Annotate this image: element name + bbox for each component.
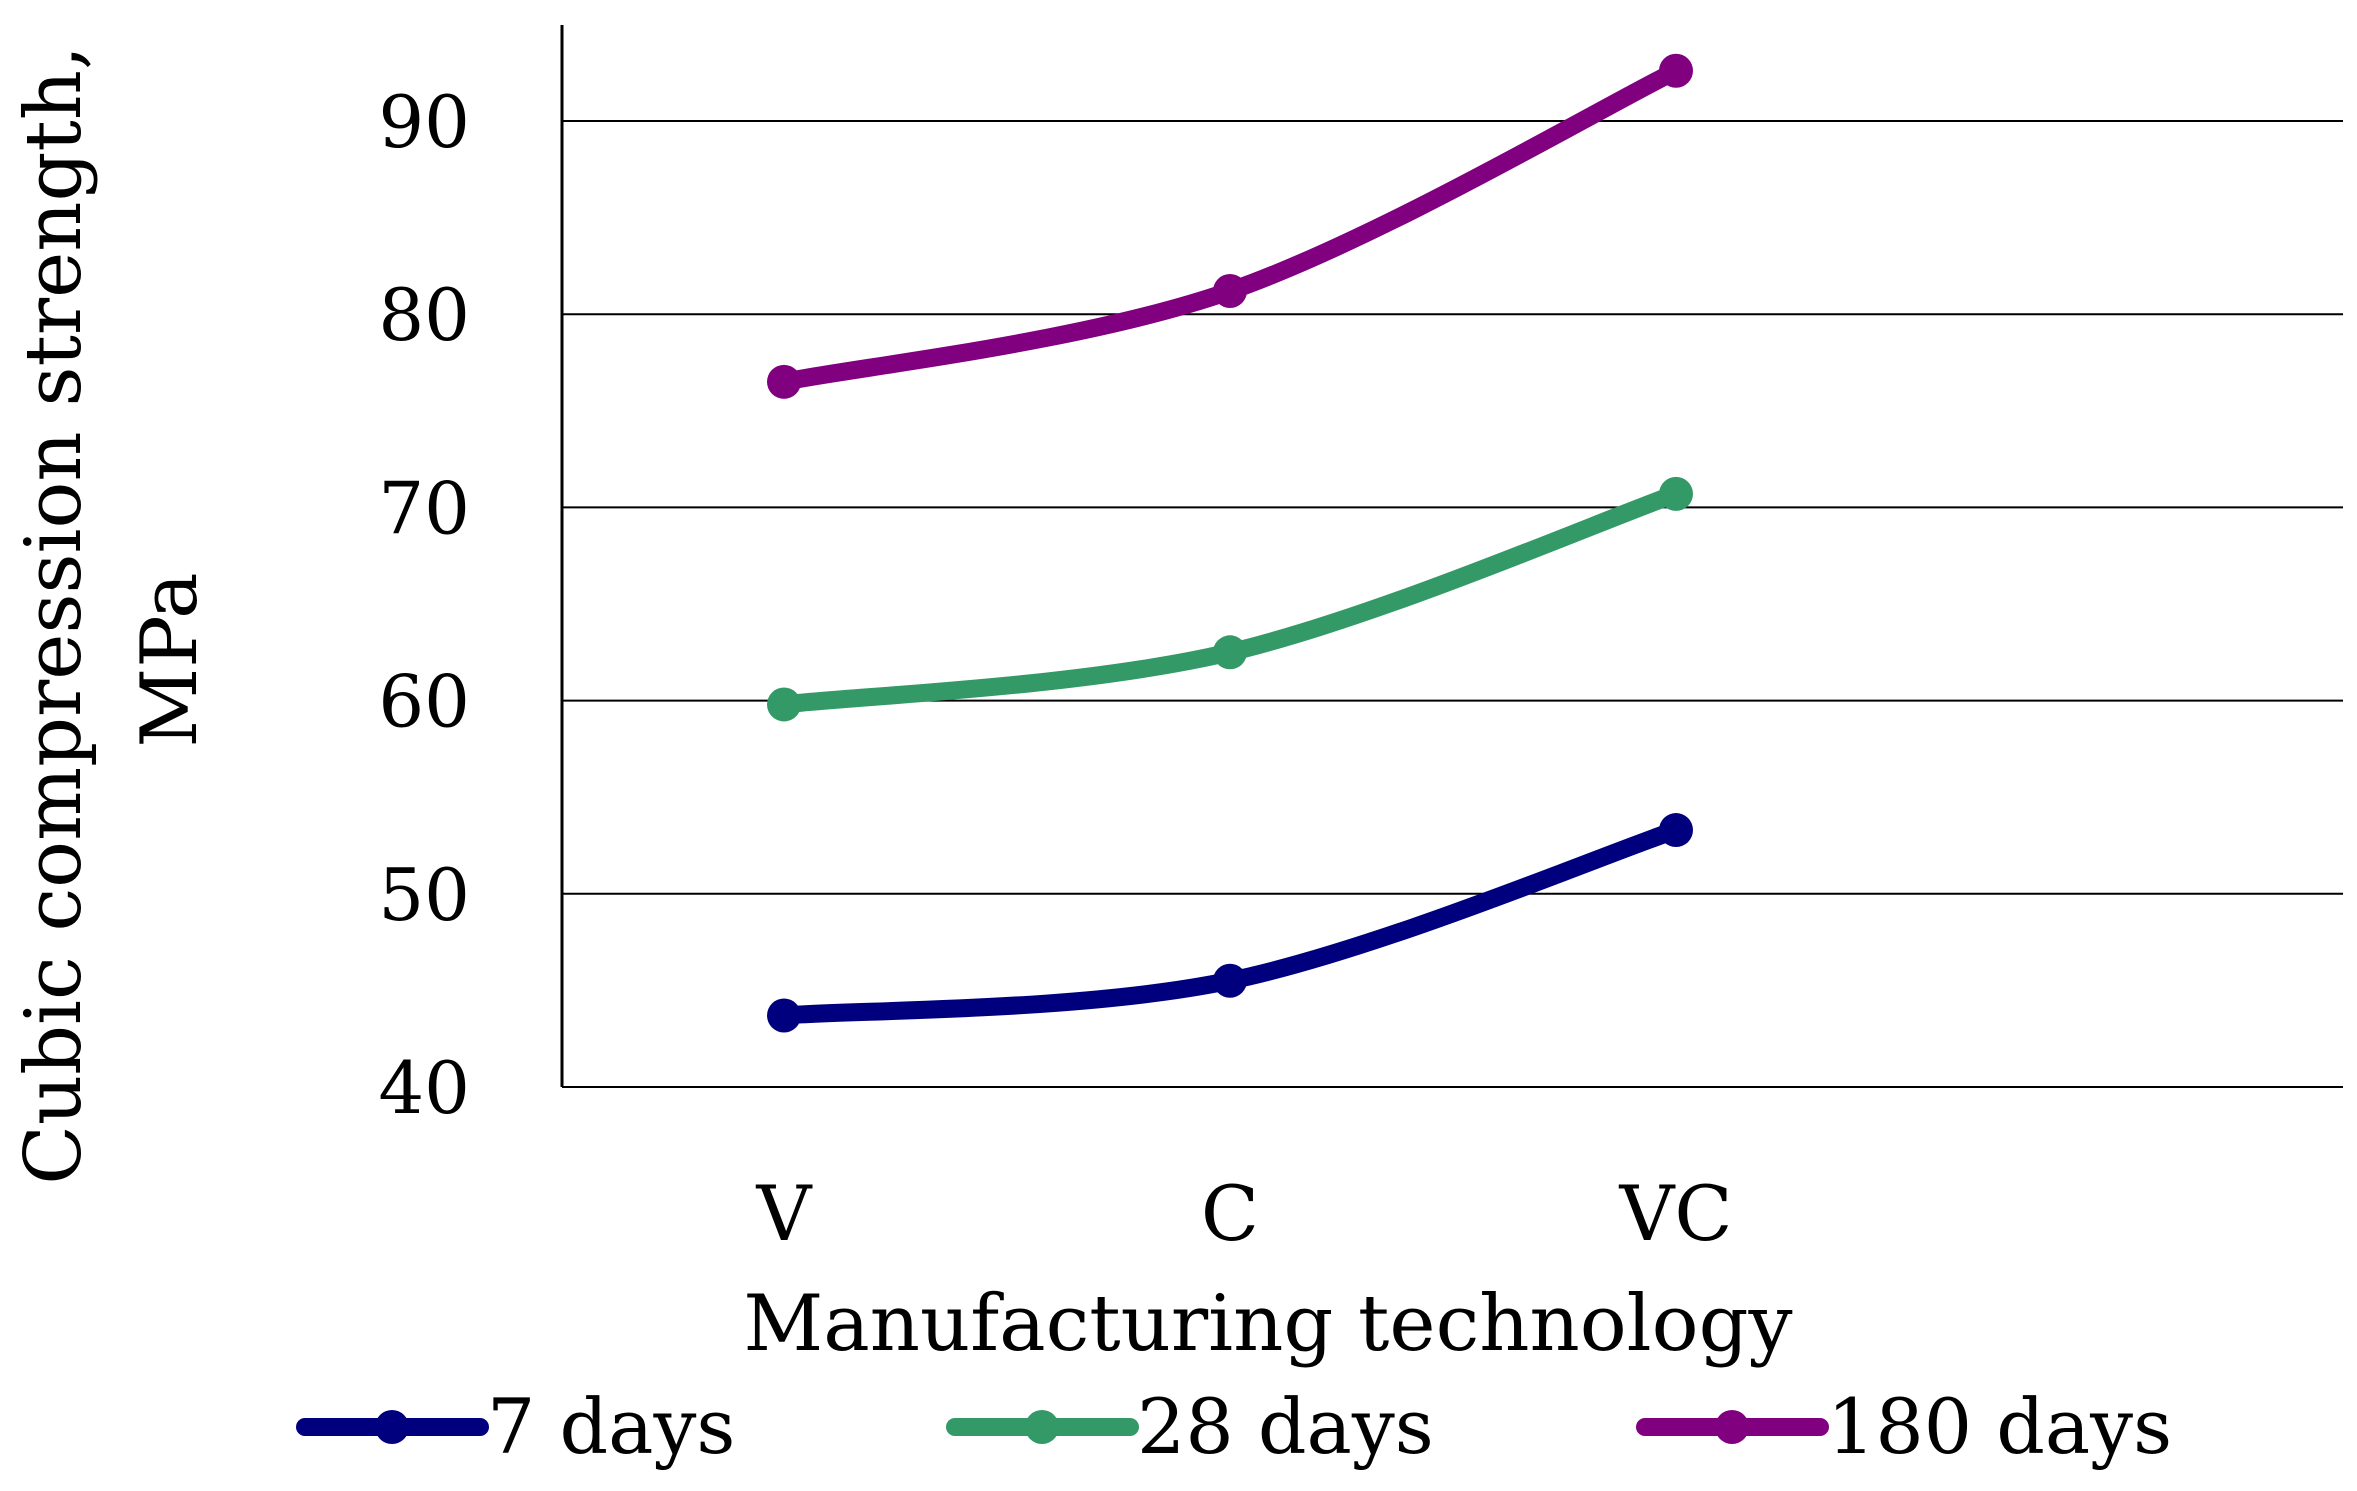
data-point (1213, 274, 1247, 309)
y-tick-label: 50 (378, 853, 470, 937)
x-axis-categories: V C VC (756, 1169, 1733, 1258)
data-point (1213, 635, 1247, 670)
data-point (767, 687, 801, 722)
legend-swatch-marker (1025, 1410, 1059, 1444)
series-180-days (767, 53, 1693, 399)
y-axis-title: Cubic compression strength, MPa (9, 45, 215, 1185)
y-axis-ticks: 40 50 60 70 80 90 (378, 80, 470, 1130)
y-tick-label: 60 (378, 660, 470, 744)
y-axis-title-line-2: MPa (125, 572, 215, 747)
legend-label: 180 days (1827, 1382, 2172, 1471)
legend: 7 days 28 days 180 days (296, 1382, 2172, 1471)
legend-item: 180 days (1636, 1382, 2172, 1471)
legend-item: 28 days (946, 1382, 1434, 1471)
x-axis-title: Manufacturing technology (743, 1279, 1792, 1369)
gridlines (562, 120, 2343, 1088)
data-point (1659, 813, 1693, 848)
series-7-days (767, 813, 1693, 1033)
data-point (767, 364, 801, 399)
data-point (1213, 963, 1247, 998)
series-layer (767, 53, 1693, 1033)
data-point (767, 998, 801, 1033)
y-tick-label: 70 (378, 466, 470, 550)
data-point (1659, 476, 1693, 511)
legend-item: 7 days (296, 1382, 735, 1471)
y-tick-label: 40 (378, 1046, 470, 1130)
series-28-days (767, 476, 1693, 722)
legend-label: 7 days (487, 1382, 735, 1471)
x-category-label: C (1201, 1169, 1259, 1258)
series-line (775, 484, 1685, 714)
y-tick-label: 80 (378, 273, 470, 357)
legend-swatch-marker (1715, 1410, 1749, 1444)
y-axis-title-line-1: Cubic compression strength, (9, 45, 99, 1185)
x-category-label: VC (1618, 1169, 1732, 1258)
legend-swatch-marker (375, 1410, 409, 1444)
x-category-label: V (756, 1169, 813, 1258)
series-line (775, 61, 1685, 391)
y-tick-label: 90 (378, 80, 470, 164)
legend-label: 28 days (1137, 1382, 1434, 1471)
data-point (1659, 53, 1693, 88)
